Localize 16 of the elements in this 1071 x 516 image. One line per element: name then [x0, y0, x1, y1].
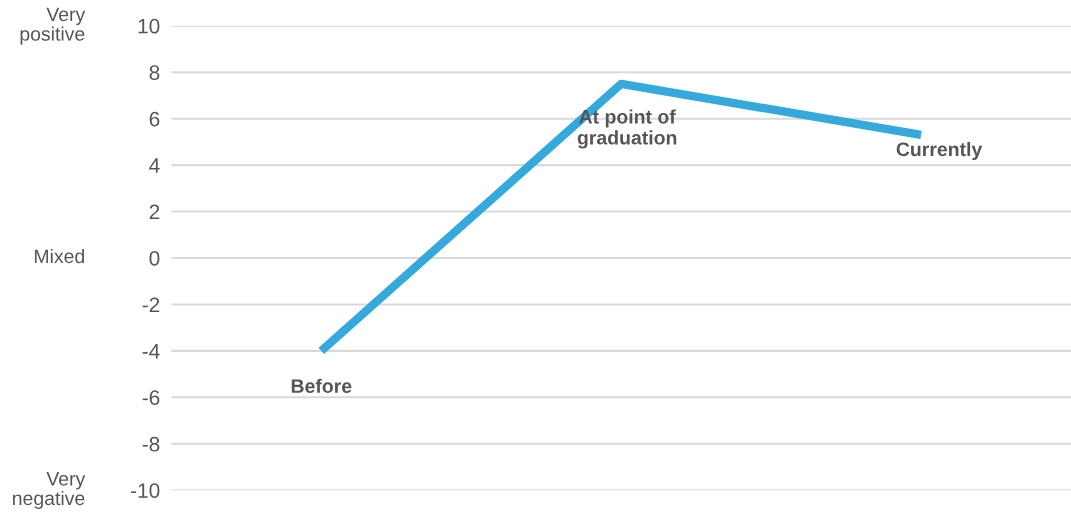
x-tick-label: Before: [291, 378, 352, 394]
y-tick-label: 0: [149, 251, 160, 266]
y-tick-label: 8: [149, 65, 160, 80]
y-tick-label: 2: [149, 204, 160, 220]
y-tick-label: -4: [142, 344, 160, 359]
text: Very positive: [20, 7, 86, 45]
y-tick-label: 4: [149, 158, 160, 173]
x-tick-label: Currently: [896, 141, 983, 161]
y-tick-label: 10: [138, 18, 160, 34]
y-tick-label: -6: [142, 390, 160, 406]
y-tick-label: -8: [142, 436, 160, 452]
y-tick-label: -2: [142, 297, 160, 312]
text: Mixed: [34, 248, 84, 264]
y-tick-label: -10: [131, 483, 160, 498]
text: Very negative: [13, 472, 86, 510]
y-tick-label: 6: [149, 111, 160, 127]
